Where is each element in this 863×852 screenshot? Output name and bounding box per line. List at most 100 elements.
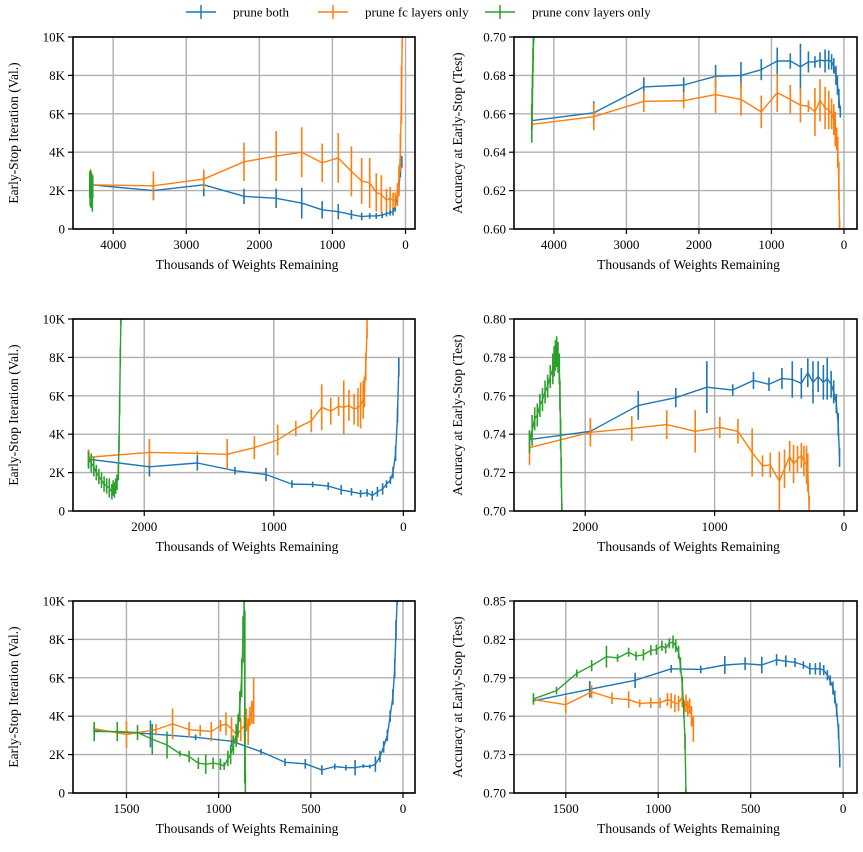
y-tick-label: 0.60	[483, 222, 506, 237]
x-tick-label: 1500	[553, 801, 579, 816]
y-tick-label: 4K	[49, 709, 66, 724]
series-prune-fc-layers-only	[528, 410, 810, 511]
series-prune-conv-layers-only	[532, 635, 687, 793]
x-tick-label: 3000	[613, 237, 639, 252]
series-prune-both	[531, 43, 842, 125]
axes-frame	[72, 36, 416, 230]
x-tick-label: 4000	[541, 237, 567, 252]
x-axis-label: Thousands of Weights Remaining	[156, 257, 339, 272]
series-line	[94, 601, 398, 771]
x-axis-label: Thousands of Weights Remaining	[597, 821, 780, 836]
legend: prune both prune fc layers only prune conv…	[186, 5, 651, 20]
x-tick-label: 0	[841, 237, 848, 252]
y-axis: 0 2K 4K 6K 8K 10K Early-Stop Iteration (Val.)	[6, 30, 73, 237]
series-line	[533, 641, 687, 793]
x-tick-label: 1000	[702, 519, 728, 534]
y-tick-label: 0.70	[483, 786, 506, 801]
y-axis-label: Accuracy at Early-Stop (Test)	[450, 334, 465, 495]
y-tick-label: 10K	[43, 30, 66, 45]
series-group	[530, 37, 842, 229]
x-tick-label: 1000	[261, 519, 287, 534]
x-tick-label: 0	[400, 801, 407, 816]
x-tick-label: 0	[400, 519, 407, 534]
legend-entry-prune-fc-layers-only: prune fc layers only	[318, 5, 469, 20]
series-prune-fc-layers-only	[532, 685, 695, 742]
y-tick-label: 0.68	[483, 68, 506, 83]
y-tick-label: 0.82	[483, 632, 506, 647]
x-axis-label: Thousands of Weights Remaining	[597, 539, 780, 554]
y-tick-label: 0	[59, 786, 66, 801]
x-tick-label: 2000	[572, 519, 598, 534]
axes-frame	[72, 600, 416, 794]
subplot-r1-c1: 4000 3000 2000 1000 0 Thousands of Weights Re…	[6, 30, 416, 272]
series-line	[91, 161, 403, 218]
series-prune-conv-layers-only	[93, 601, 247, 793]
x-axis: 2000 1000 0 Thousands of Weights Remaining	[131, 511, 407, 554]
x-tick-label: 1500	[113, 801, 139, 816]
legend-label: prune fc layers only	[365, 5, 469, 20]
x-axis-label: Thousands of Weights Remaining	[597, 257, 780, 272]
y-tick-label: 0.64	[483, 145, 506, 160]
y-tick-label: 0.79	[483, 670, 506, 685]
x-tick-label: 2000	[131, 519, 157, 534]
axes-frame	[72, 318, 416, 512]
y-tick-label: 0	[59, 504, 66, 519]
subplot-r2-c1: 2000 1000 0 Thousands of Weights Remaining 0…	[6, 312, 416, 554]
y-tick-label: 0.76	[483, 388, 506, 403]
subplot-r2-c2: 2000 1000 0 Thousands of Weights Remaining 0…	[450, 312, 858, 554]
y-tick-label: 6K	[49, 388, 66, 403]
series-group	[528, 336, 841, 511]
y-tick-label: 6K	[49, 670, 66, 685]
legend-entry-prune-conv-layers-only: prune conv layers only	[485, 5, 651, 20]
series-prune-conv-layers-only	[89, 169, 94, 212]
x-tick-label: 0	[840, 801, 847, 816]
y-tick-label: 8K	[49, 632, 66, 647]
y-tick-label: 0	[59, 222, 66, 237]
series-line	[91, 37, 403, 201]
x-tick-label: 2000	[686, 237, 712, 252]
y-tick-label: 0.62	[483, 183, 506, 198]
series-prune-both	[93, 601, 398, 776]
y-tick-label: 0.70	[483, 504, 506, 519]
x-axis-label: Thousands of Weights Remaining	[156, 821, 339, 836]
y-tick-label: 0.70	[483, 30, 506, 45]
x-axis: 4000 3000 2000 1000 0 Thousands of Weights Re…	[541, 229, 847, 272]
y-tick-label: 6K	[49, 106, 66, 121]
series-prune-conv-layers-only	[530, 37, 535, 143]
series-prune-fc-layers-only	[531, 73, 841, 229]
legend-entry-prune-both: prune both	[186, 5, 289, 20]
y-tick-label: 4K	[49, 427, 66, 442]
series-group	[93, 601, 398, 793]
y-tick-label: 4K	[49, 145, 66, 160]
x-tick-label: 500	[741, 801, 761, 816]
y-tick-label: 0.66	[483, 106, 506, 121]
y-tick-label: 8K	[49, 350, 66, 365]
y-tick-label: 2K	[49, 747, 66, 762]
series-line	[94, 700, 255, 737]
series-prune-fc-layers-only	[90, 37, 404, 214]
y-tick-label: 0.80	[483, 312, 506, 327]
y-axis: 0 2K 4K 6K 8K 10K Early-Stop Iteration (Val.)	[6, 312, 73, 519]
y-tick-label: 10K	[43, 312, 66, 327]
x-axis: 1500 1000 500 0 Thousands of Weights Remaini…	[553, 793, 847, 836]
x-tick-label: 4000	[100, 237, 126, 252]
series-line	[94, 609, 247, 784]
series-group	[87, 319, 400, 501]
x-tick-label: 500	[301, 801, 321, 816]
y-axis-label: Early-Stop Iteration (Val.)	[6, 344, 21, 485]
y-axis: 0.70 0.72 0.74 0.76 0.78 0.80 Accuracy at Earl…	[450, 312, 514, 519]
series-prune-conv-layers-only	[528, 336, 563, 511]
x-tick-label: 1000	[319, 237, 345, 252]
y-axis-label: Early-Stop Iteration (Val.)	[6, 626, 21, 767]
grid	[514, 36, 857, 230]
y-axis: 0.70 0.73 0.76 0.79 0.82 0.85 Accuracy at Earl…	[450, 594, 514, 801]
x-axis-label: Thousands of Weights Remaining	[156, 539, 339, 554]
y-tick-label: 8K	[49, 68, 66, 83]
y-tick-label: 0.74	[483, 427, 506, 442]
series-line	[533, 691, 695, 730]
x-tick-label: 0	[402, 237, 409, 252]
x-tick-label: 1000	[758, 237, 784, 252]
series-prune-both	[532, 654, 841, 768]
y-tick-label: 0.78	[483, 350, 506, 365]
